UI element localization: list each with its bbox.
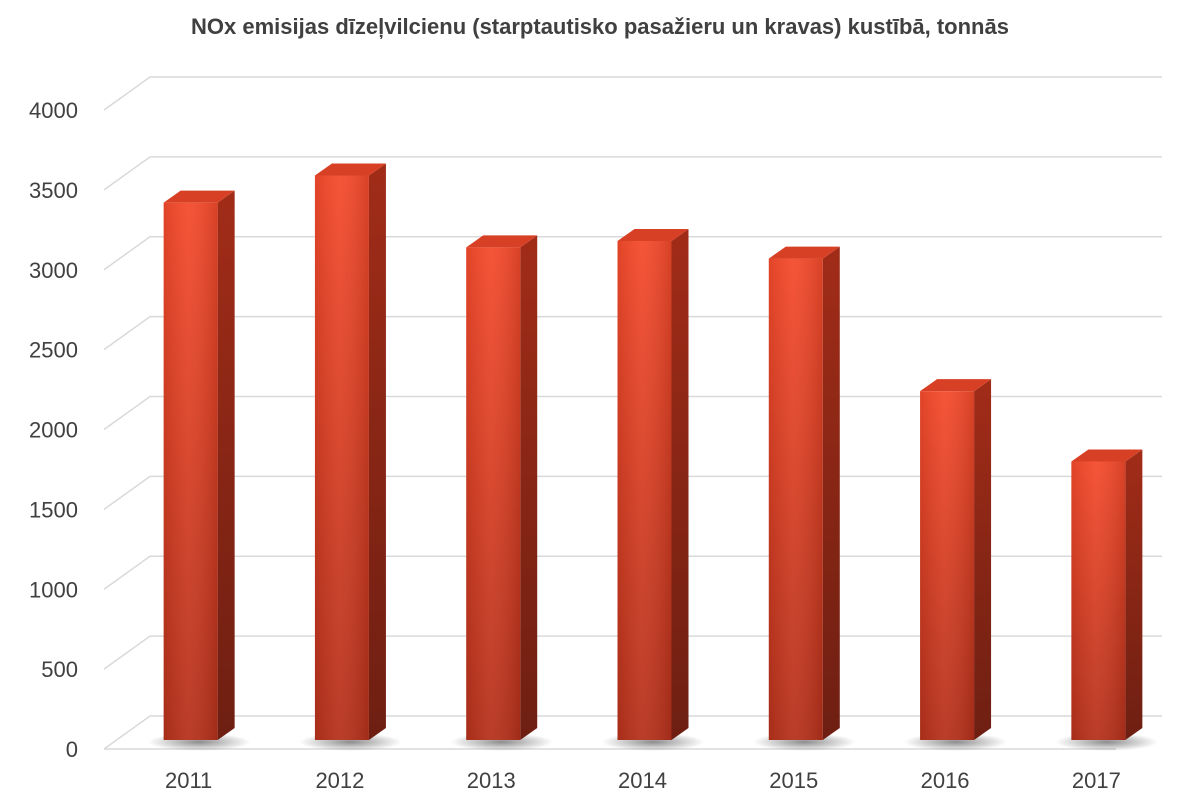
y-tick-label: 0	[66, 737, 78, 762]
bar-2013	[450, 235, 554, 751]
bar-top-face	[768, 246, 840, 259]
bar-2012	[299, 163, 402, 751]
y-tick-label: 2500	[29, 338, 78, 363]
bar-2017	[1055, 449, 1159, 751]
bar-side-face	[822, 246, 840, 740]
x-tick-label: 2017	[1072, 768, 1121, 793]
x-tick-label: 2012	[315, 768, 364, 793]
bar-front-shading	[768, 258, 823, 740]
chart-title: NOx emisijas dīzeļvilcienu (starptautisk…	[191, 14, 1009, 39]
x-tick-label: 2013	[467, 768, 516, 793]
bar-front-shading	[466, 247, 521, 740]
y-tick-label: 1000	[29, 577, 78, 602]
bar-front-shading	[163, 202, 218, 740]
bar-side-face	[368, 163, 386, 740]
y-tick-label: 2000	[29, 418, 78, 443]
gridline	[103, 156, 1162, 191]
y-tick-label: 500	[41, 657, 78, 682]
bar-front-shading	[1071, 461, 1126, 740]
gridline	[103, 236, 1162, 271]
bar-top-face	[163, 190, 235, 203]
bar-2014	[601, 228, 705, 751]
y-tick-label: 1500	[29, 497, 78, 522]
bar-top-face	[314, 163, 386, 176]
y-tick-label: 3500	[29, 178, 78, 203]
bar-top-face	[617, 228, 689, 241]
label-layer: 0 500 1000 1500 2000 2500 3000 3500 4000 2011 2012…	[29, 98, 1121, 793]
bar-side-face	[520, 235, 538, 740]
x-tick-label: 2011	[165, 768, 212, 793]
bar-top-face	[466, 235, 538, 248]
x-tick-label: 2015	[769, 768, 818, 793]
bar-side-face	[974, 379, 992, 740]
bar-front-shading	[314, 175, 369, 740]
grid-layer	[103, 76, 1162, 750]
bar-top-face	[920, 379, 992, 392]
y-tick-label: 4000	[29, 98, 78, 123]
bar-2011	[147, 190, 251, 751]
bar-2016	[904, 379, 1007, 751]
x-tick-label: 2014	[618, 768, 667, 793]
bar-side-face	[1125, 449, 1143, 740]
bar-side-face	[217, 190, 235, 740]
bar-front-shading	[920, 391, 975, 740]
x-tick-label: 2016	[921, 768, 970, 793]
y-tick-label: 3000	[29, 258, 78, 283]
bar-top-face	[1071, 449, 1143, 462]
bar-layer	[147, 163, 1159, 751]
bar-2015	[752, 246, 856, 751]
bar-side-face	[671, 228, 689, 740]
bar-front-shading	[617, 240, 672, 740]
gridline	[103, 76, 1162, 111]
